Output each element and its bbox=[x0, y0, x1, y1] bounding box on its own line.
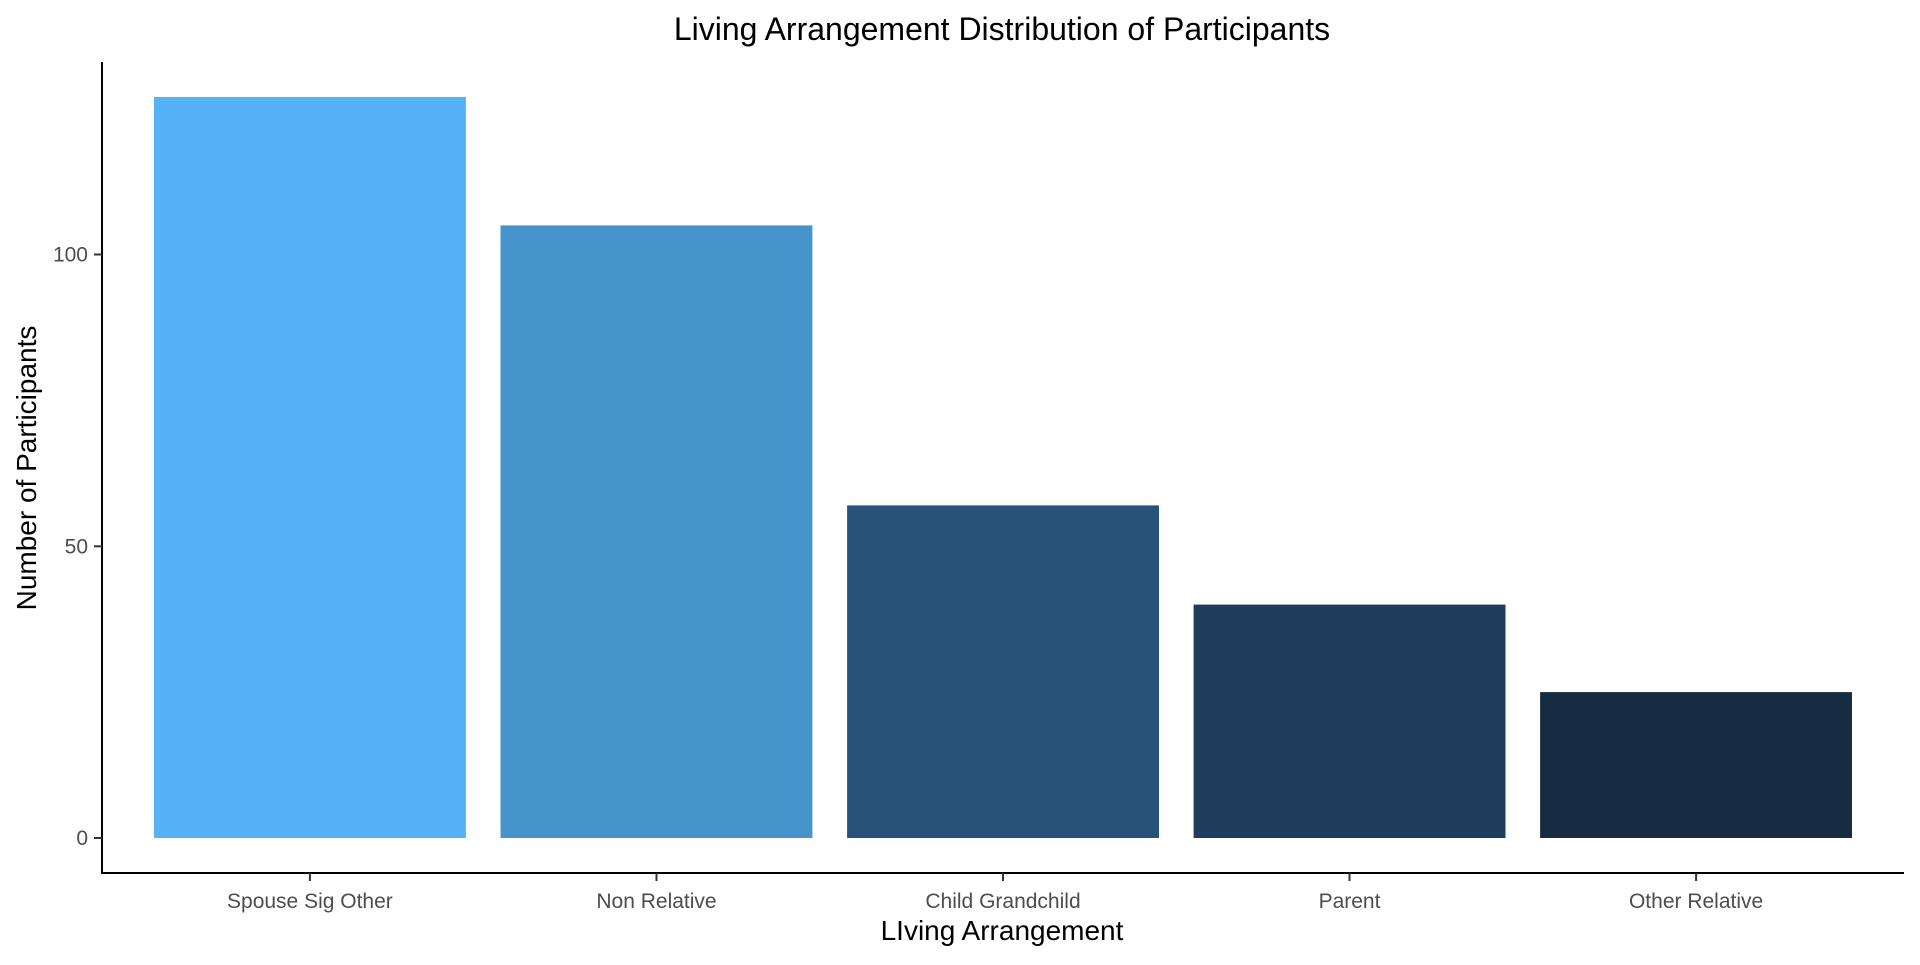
y-tick-label: 50 bbox=[65, 535, 88, 558]
y-tick-label: 0 bbox=[76, 827, 88, 850]
x-tick-label-parent: Parent bbox=[1319, 890, 1381, 913]
bar-non-relative bbox=[500, 225, 813, 838]
x-tick-label-child-grandchild: Child Grandchild bbox=[925, 890, 1080, 913]
bar-child-grandchild bbox=[847, 505, 1159, 838]
chart-title: Living Arrangement Distribution of Parti… bbox=[674, 11, 1330, 47]
bar-other-relative bbox=[1540, 692, 1852, 838]
x-tick-label-non-relative: Non Relative bbox=[596, 890, 716, 913]
y-ticks-group: 0 50 100 bbox=[53, 244, 102, 850]
y-tick-label: 100 bbox=[53, 244, 88, 267]
x-tick-label-spouse-sig-other: Spouse Sig Other bbox=[227, 890, 393, 913]
bars-group bbox=[154, 97, 1852, 838]
y-axis-title: Number of Participants bbox=[11, 326, 42, 611]
bar-spouse-sig-other bbox=[154, 97, 466, 838]
x-ticks-group: Spouse Sig Other Non Relative Child Grandc… bbox=[227, 873, 1763, 913]
x-tick-label-other-relative: Other Relative bbox=[1629, 890, 1763, 913]
bar-parent bbox=[1193, 604, 1506, 838]
x-axis-title: LIving Arrangement bbox=[881, 915, 1124, 946]
